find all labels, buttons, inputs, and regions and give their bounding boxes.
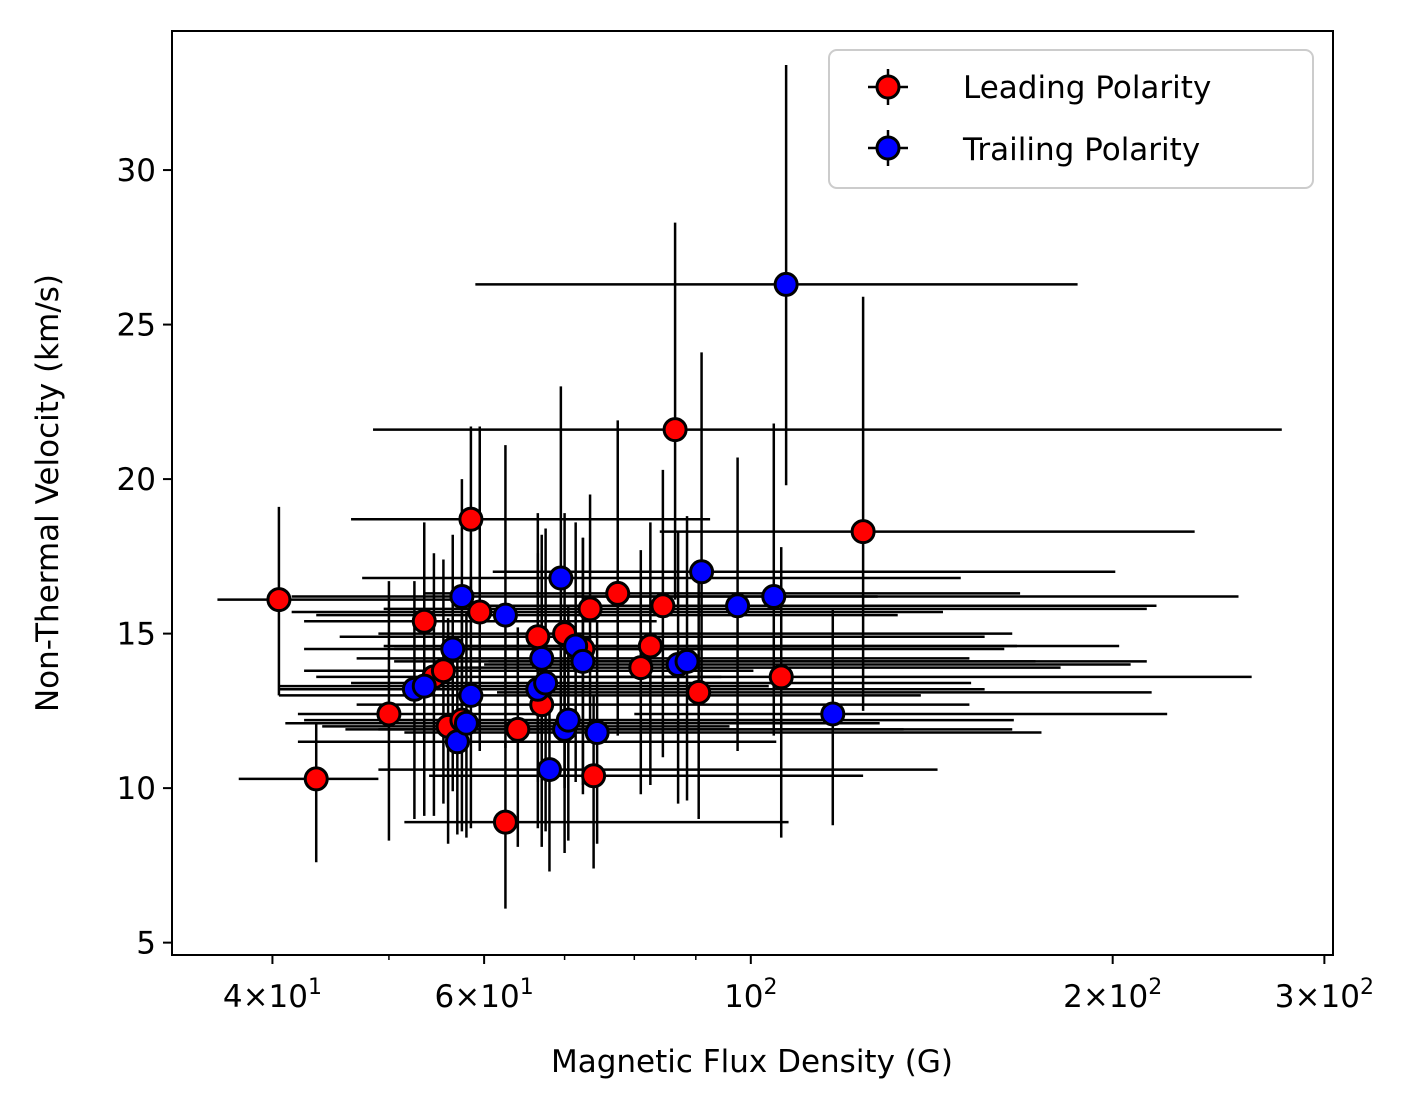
trailing-point xyxy=(548,565,574,591)
x-tick-label: 3×102 xyxy=(1275,975,1374,1015)
leading-point xyxy=(628,655,654,681)
leading-point xyxy=(605,580,631,606)
legend-marker-trailing xyxy=(875,135,901,161)
x-tick-label: 2×102 xyxy=(1063,975,1162,1015)
trailing-point xyxy=(584,719,610,745)
y-tick-label: 15 xyxy=(117,617,156,653)
trailing-point xyxy=(773,271,799,297)
trailing-point xyxy=(761,584,787,610)
legend-entry-trailing: Trailing Polarity xyxy=(868,130,1200,168)
leading-point xyxy=(505,716,531,742)
trailing-point xyxy=(529,645,555,671)
trailing-point xyxy=(453,710,479,736)
leading-point xyxy=(650,593,676,619)
trailing-point xyxy=(440,636,466,662)
y-tick-label: 30 xyxy=(117,153,156,189)
leading-point xyxy=(492,809,518,835)
data-points xyxy=(266,271,876,835)
trailing-point xyxy=(674,648,700,674)
plot-frame xyxy=(171,30,1334,956)
trailing-point xyxy=(458,682,484,708)
leading-point xyxy=(581,763,607,789)
legend-entry-leading: Leading Polarity xyxy=(868,69,1211,106)
leading-point xyxy=(686,679,712,705)
leading-point xyxy=(266,587,292,613)
leading-point xyxy=(430,658,456,684)
leading-point xyxy=(411,608,437,634)
leading-point xyxy=(525,624,551,650)
trailing-point xyxy=(492,602,518,628)
leading-point xyxy=(577,596,603,622)
trailing-point xyxy=(449,584,475,610)
leading-point xyxy=(662,417,688,443)
leading-point xyxy=(768,664,794,690)
leading-point xyxy=(467,599,493,625)
trailing-point xyxy=(536,757,562,783)
trailing-point xyxy=(725,593,751,619)
x-tick-label: 6×101 xyxy=(435,975,534,1015)
legend: Leading Polarity Trailing Polarity xyxy=(828,49,1314,189)
trailing-point xyxy=(411,673,437,699)
leading-point xyxy=(303,766,329,792)
y-tick-label: 10 xyxy=(117,771,156,807)
legend-marker-leading xyxy=(875,74,901,100)
leading-point xyxy=(376,701,402,727)
x-tick-label: 4×101 xyxy=(223,975,322,1015)
leading-point xyxy=(458,506,484,532)
axes: 5 10 15 20 25 30 4×101 6×101 102 2×102 3×102 xyxy=(117,153,1374,1015)
x-axis-label: Magnetic Flux Density (G) xyxy=(551,1044,953,1080)
y-tick-label: 5 xyxy=(136,926,156,962)
y-axis-label: Non-Thermal Velocity (km/s) xyxy=(30,274,66,712)
trailing-point xyxy=(820,701,846,727)
x-tick-label: 102 xyxy=(724,975,777,1015)
leading-point xyxy=(850,519,876,545)
trailing-point xyxy=(689,559,715,585)
leading-point xyxy=(637,633,663,659)
trailing-point xyxy=(555,707,581,733)
y-tick-label: 20 xyxy=(117,462,156,498)
y-tick-label: 25 xyxy=(117,308,156,344)
legend-label-trailing: Trailing Polarity xyxy=(962,132,1200,168)
trailing-point xyxy=(570,648,596,674)
legend-label-leading: Leading Polarity xyxy=(963,70,1211,106)
trailing-point xyxy=(533,670,559,696)
legend-frame xyxy=(828,49,1314,189)
